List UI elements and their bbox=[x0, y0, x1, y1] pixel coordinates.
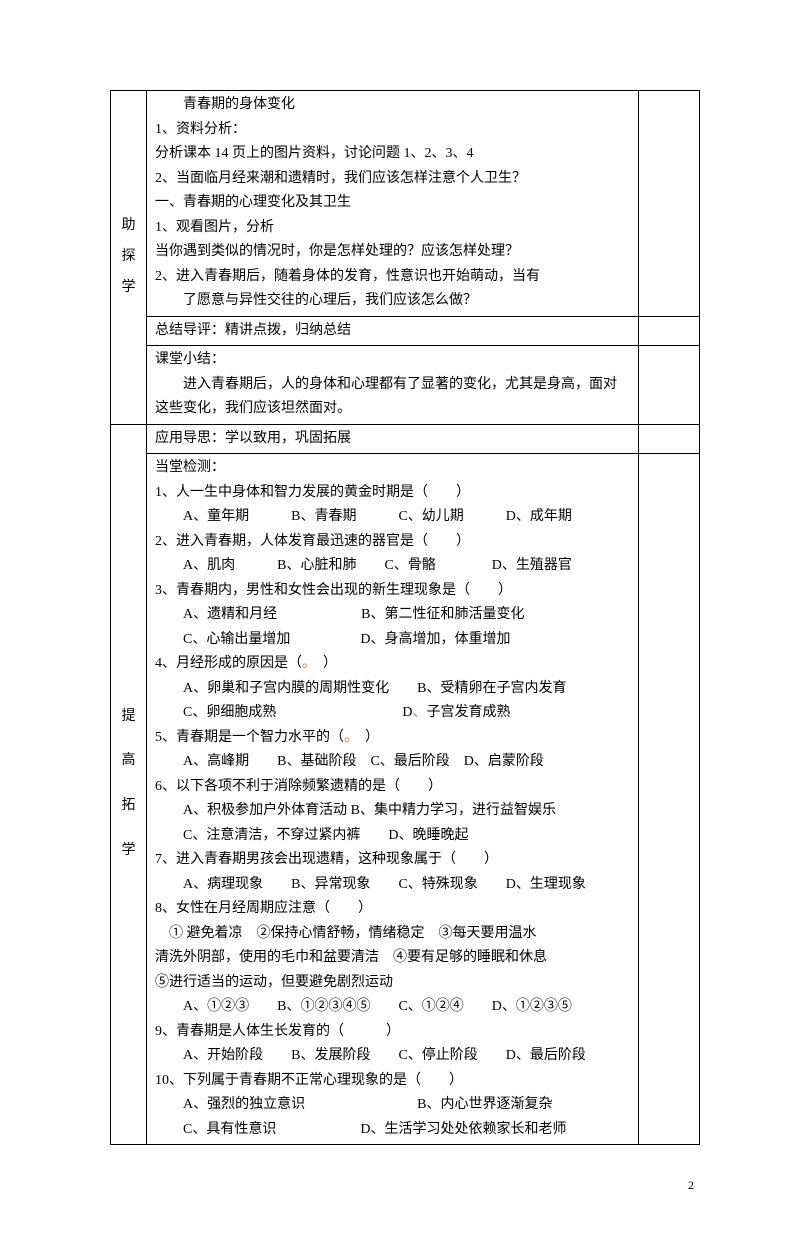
section-1-label: 助 探 学 bbox=[111, 91, 147, 424]
page: 助 探 学 青春期的身体变化 1、资料分析： 分析课本 14 页上的图片资料，讨… bbox=[110, 90, 700, 1196]
q9-opts: A、开始阶段 B、发展阶段 C、停止阶段 D、最后阶段 bbox=[155, 1044, 630, 1069]
q8-l2: 清洗外阴部，使用的毛巾和盆要清洁 ④要有足够的睡眠和休息 bbox=[155, 946, 630, 971]
s1-block2-left: 总结导评：精讲点拨，归纳总结 bbox=[147, 317, 639, 346]
q10-stem: 10、下列属于青春期不正常心理现象的是（ ） bbox=[155, 1069, 630, 1094]
q9-stem: 9、青春期是人体生长发育的（ ） bbox=[155, 1020, 630, 1045]
label-char: 探 bbox=[122, 242, 136, 273]
q8-l1: ① 避免着凉 ②保持心情舒畅，情绪稳定 ③每天要用温水 bbox=[155, 922, 630, 947]
text-line: 1、观看图片，分析 bbox=[155, 216, 630, 241]
q3-c: C、心输出量增加 bbox=[183, 632, 290, 647]
subhead: 当堂检测： bbox=[155, 456, 630, 481]
q8-l3: ⑤进行适当的运动，但要避免剧烈运动 bbox=[155, 971, 630, 996]
section-1-row: 助 探 学 青春期的身体变化 1、资料分析： 分析课本 14 页上的图片资料，讨… bbox=[111, 91, 699, 424]
q6-l1: A、积极参加户外体育活动 B、集中精力学习，进行益智娱乐 bbox=[155, 799, 630, 824]
q3-opts2: C、心输出量增加 D、身高增加，体重增加 bbox=[155, 628, 630, 653]
text-line: 当你遇到类似的情况时，你是怎样处理的？应该怎样处理？ bbox=[155, 240, 630, 265]
label-char: 学 bbox=[122, 829, 136, 874]
s1-block1-left: 青春期的身体变化 1、资料分析： 分析课本 14 页上的图片资料，讨论问题 1、… bbox=[147, 91, 639, 316]
q4-stem: 4、月经形成的原因是（。 ） bbox=[155, 652, 630, 677]
q10-l1: A、强烈的独立意识 B、内心世界逐渐复杂 bbox=[155, 1093, 630, 1118]
q3-stem: 3、青春期内，男性和女性会出现的新生理现象是（ ） bbox=[155, 579, 630, 604]
q7-opts: A、病理现象 B、异常现象 C、特殊现象 D、生理现象 bbox=[155, 873, 630, 898]
s2-heading-row: 应用导思：学以致用，巩固拓展 bbox=[147, 425, 699, 454]
q2-stem: 2、进入青春期，人体发育最迅速的器官是（ ） bbox=[155, 530, 630, 555]
q3-d: D、身高增加，体重增加 bbox=[360, 632, 510, 647]
q6-l2: C、注意清洁，不穿过紧内裤 D、晚睡晚起 bbox=[155, 824, 630, 849]
q4-opts1: A、卵巢和子宫内膜的周期性变化 B、受精卵在子宫内发育 bbox=[155, 677, 630, 702]
s1-block3-left: 课堂小结： 进入青春期后，人的身体和心理都有了显著的变化，尤其是身高，面对这些变… bbox=[147, 346, 639, 424]
q4-opts2: C、卵细胞成熟 D、子宫发育成熟 bbox=[155, 701, 630, 726]
text-line: 1、资料分析： bbox=[155, 118, 630, 143]
q4-d-a: D bbox=[402, 705, 412, 720]
q5-stem: 5、青春期是一个智力水平的（。 ） bbox=[155, 726, 630, 751]
q5-opts: A、高峰期 B、基础阶段 C、最后阶段 D、启蒙阶段 bbox=[155, 750, 630, 775]
q4-d-b: 子宫发育成熟 bbox=[426, 705, 510, 720]
s1-block2-right bbox=[639, 317, 699, 346]
q10-c: C、具有性意识 bbox=[183, 1122, 276, 1137]
q4-b: B、受精卵在子宫内发育 bbox=[417, 681, 566, 696]
q10-l2: C、具有性意识 D、生活学习处处依赖家长和老师 bbox=[155, 1118, 630, 1143]
s2-body-right bbox=[639, 454, 699, 1144]
q5-stem-a: 5、青春期是一个智力水平的（ bbox=[155, 730, 344, 745]
text-line: 一、青春期的心理变化及其卫生 bbox=[155, 191, 630, 216]
q3-b: B、第二性征和肺活量变化 bbox=[361, 607, 524, 622]
dot-icon: 、 bbox=[412, 705, 426, 720]
q10-d: D、生活学习处处依赖家长和老师 bbox=[360, 1122, 566, 1137]
section-2-row: 提 高 拓 学 应用导思：学以致用，巩固拓展 当堂检测： 1、人一生中身体和智力… bbox=[111, 425, 699, 1145]
q10-a: A、强烈的独立意识 bbox=[183, 1097, 305, 1112]
s2-body: 当堂检测： 1、人一生中身体和智力发展的黄金时期是（ ） A、童年期 B、青春期… bbox=[147, 454, 699, 1144]
q2-opts: A、肌肉 B、心脏和肺 C、骨骼 D、生殖器官 bbox=[155, 554, 630, 579]
q4-c: C、卵细胞成熟 bbox=[183, 705, 276, 720]
s1-b3-title: 课堂小结： bbox=[155, 348, 630, 373]
s1-block3-right bbox=[639, 346, 699, 424]
dot-icon: 。 bbox=[344, 730, 351, 745]
q3-opts1: A、遗精和月经 B、第二性征和肺活量变化 bbox=[155, 603, 630, 628]
label-char: 学 bbox=[122, 273, 136, 304]
label-char: 提 bbox=[122, 695, 136, 740]
q8-stem: 8、女性在月经周期应注意（ ） bbox=[155, 897, 630, 922]
section-2-main: 应用导思：学以致用，巩固拓展 当堂检测： 1、人一生中身体和智力发展的黄金时期是… bbox=[147, 425, 699, 1145]
section-1-main: 青春期的身体变化 1、资料分析： 分析课本 14 页上的图片资料，讨论问题 1、… bbox=[147, 91, 699, 424]
q1-opts: A、童年期 B、青春期 C、幼儿期 D、成年期 bbox=[155, 505, 630, 530]
section-2-label: 提 高 拓 学 bbox=[111, 425, 147, 1145]
s1-block3: 课堂小结： 进入青春期后，人的身体和心理都有了显著的变化，尤其是身高，面对这些变… bbox=[147, 346, 699, 424]
label-char: 高 bbox=[122, 739, 136, 784]
page-number: 2 bbox=[110, 1145, 700, 1196]
s1-block1-right bbox=[639, 91, 699, 316]
text-line: 2、当面临月经来潮和遗精时，我们应该怎样注意个人卫生？ bbox=[155, 167, 630, 192]
q5-stem-b: ） bbox=[351, 730, 379, 745]
q4-stem-a: 4、月经形成的原因是（ bbox=[155, 656, 302, 671]
s1-b1-title: 青春期的身体变化 bbox=[155, 93, 630, 118]
q6-stem: 6、以下各项不利于消除频繁遗精的是（ ） bbox=[155, 775, 630, 800]
s2-heading: 应用导思：学以致用，巩固拓展 bbox=[147, 425, 639, 454]
q3-a: A、遗精和月经 bbox=[183, 607, 277, 622]
q7-stem: 7、进入青春期男孩会出现遗精，这种现象属于（ ） bbox=[155, 848, 630, 873]
text-line: 2、进入青春期后，随着身体的发育，性意识也开始萌动，当有 bbox=[155, 265, 630, 290]
dot-icon: 。 bbox=[302, 656, 309, 671]
q1-stem: 1、人一生中身体和智力发展的黄金时期是（ ） bbox=[155, 481, 630, 506]
text-line: 分析课本 14 页上的图片资料，讨论问题 1、2、3、4 bbox=[155, 142, 630, 167]
q4-a: A、卵巢和子宫内膜的周期性变化 bbox=[183, 681, 389, 696]
s2-body-left: 当堂检测： 1、人一生中身体和智力发展的黄金时期是（ ） A、童年期 B、青春期… bbox=[147, 454, 639, 1144]
q8-opts: A、①②③ B、①②③④⑤ C、①②④ D、①②③⑤ bbox=[155, 995, 630, 1020]
s1-block2: 总结导评：精讲点拨，归纳总结 bbox=[147, 317, 699, 346]
q10-b: B、内心世界逐渐复杂 bbox=[417, 1097, 552, 1112]
label-char: 拓 bbox=[122, 784, 136, 829]
q4-stem-b: ） bbox=[309, 656, 337, 671]
s1-b3-body: 进入青春期后，人的身体和心理都有了显著的变化，尤其是身高，面对这些变化，我们应该… bbox=[155, 373, 630, 422]
s1-block1: 青春期的身体变化 1、资料分析： 分析课本 14 页上的图片资料，讨论问题 1、… bbox=[147, 91, 699, 316]
text-line: 了愿意与异性交往的心理后，我们应该怎么做？ bbox=[155, 289, 630, 314]
label-char: 助 bbox=[122, 211, 136, 242]
s2-heading-right bbox=[639, 425, 699, 454]
outer-table: 助 探 学 青春期的身体变化 1、资料分析： 分析课本 14 页上的图片资料，讨… bbox=[110, 90, 700, 1145]
